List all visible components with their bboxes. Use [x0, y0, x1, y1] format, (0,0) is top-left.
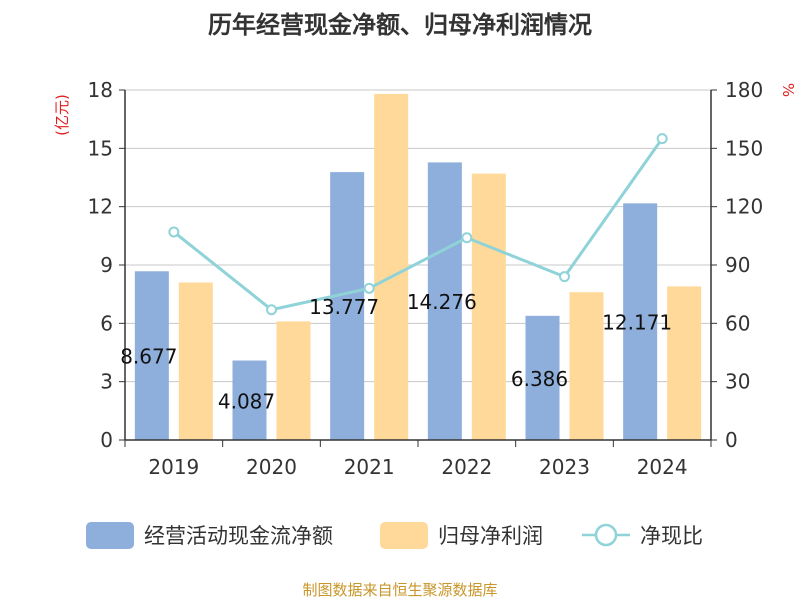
bar-data-label: 6.386 — [511, 367, 568, 391]
right-tick-label: 120 — [725, 195, 763, 219]
right-tick-label: 90 — [725, 253, 750, 277]
left-tick-label: 18 — [88, 78, 113, 102]
x-tick-label: 2024 — [637, 455, 688, 479]
legend-swatch — [86, 522, 134, 549]
ratio-point — [168, 226, 180, 238]
bar-data-label: 13.777 — [309, 295, 379, 319]
right-tick-label: 150 — [725, 136, 763, 160]
bar-cashflow — [427, 162, 462, 440]
ratio-point — [656, 133, 668, 145]
data-labels: 8.677 4.087 13.777 14.276 6.386 12.171 — [120, 290, 672, 413]
ratio-point — [266, 304, 277, 316]
bar-data-label: 14.276 — [407, 290, 477, 314]
ratio-point — [461, 232, 473, 244]
grid-lines — [125, 89, 711, 383]
source-note: 制图数据来自恒生聚源数据库 — [302, 581, 497, 599]
x-tick-label: 2020 — [246, 455, 297, 479]
bars — [134, 93, 702, 440]
bar-cashflow — [623, 203, 658, 440]
bar-data-label: 4.087 — [218, 389, 275, 413]
legend-item[interactable]: 经营活动现金流净额 — [86, 522, 333, 549]
bar-net-profit — [276, 321, 311, 440]
bar-net-profit — [471, 173, 506, 440]
legend-item[interactable]: 归母净利润 — [380, 522, 543, 549]
bar-cashflow — [134, 271, 169, 440]
ratio-point — [363, 282, 375, 294]
right-axis-unit: % — [779, 83, 797, 97]
bar-cashflow — [525, 315, 560, 440]
legend-marker — [594, 523, 618, 547]
right-tick-label: 30 — [725, 370, 750, 394]
bar-data-label: 12.171 — [602, 311, 672, 335]
x-tick-label: 2023 — [539, 455, 590, 479]
chart-title: 历年经营现金净额、归母净利润情况 — [208, 11, 592, 39]
legend-item[interactable]: 净现比 — [582, 523, 703, 548]
left-tick-label: 9 — [100, 253, 113, 277]
left-tick-label: 6 — [100, 311, 113, 335]
legend-label: 净现比 — [640, 524, 703, 548]
right-tick-label: 0 — [725, 428, 738, 452]
left-axis-unit: (亿元) — [53, 94, 71, 136]
legend-label: 经营活动现金流净额 — [144, 524, 333, 548]
ratio-point — [559, 271, 570, 283]
left-tick-label: 3 — [100, 370, 113, 394]
bar-net-profit — [569, 292, 604, 440]
bar-net-profit — [667, 286, 702, 440]
right-tick-label: 180 — [725, 78, 763, 102]
ratio-line-path — [172, 137, 664, 312]
bar-net-profit — [374, 93, 409, 440]
left-tick-label: 0 — [100, 428, 113, 452]
bar-data-label: 8.677 — [120, 345, 177, 369]
right-tick-label: 60 — [725, 311, 750, 335]
legend-swatch — [380, 522, 428, 549]
x-tick-label: 2022 — [441, 455, 492, 479]
legend-label: 归母净利润 — [438, 524, 543, 548]
left-tick-label: 12 — [88, 195, 113, 219]
bar-cashflow — [330, 172, 365, 440]
legend[interactable]: 经营活动现金流净额 归母净利润 净现比 — [86, 522, 703, 549]
bar-cashflow — [232, 360, 267, 440]
x-tick-label: 2019 — [148, 455, 199, 479]
ratio-line — [168, 133, 668, 316]
bar-net-profit — [178, 282, 213, 440]
x-tick-label: 2021 — [344, 455, 395, 479]
left-tick-label: 15 — [88, 136, 113, 160]
